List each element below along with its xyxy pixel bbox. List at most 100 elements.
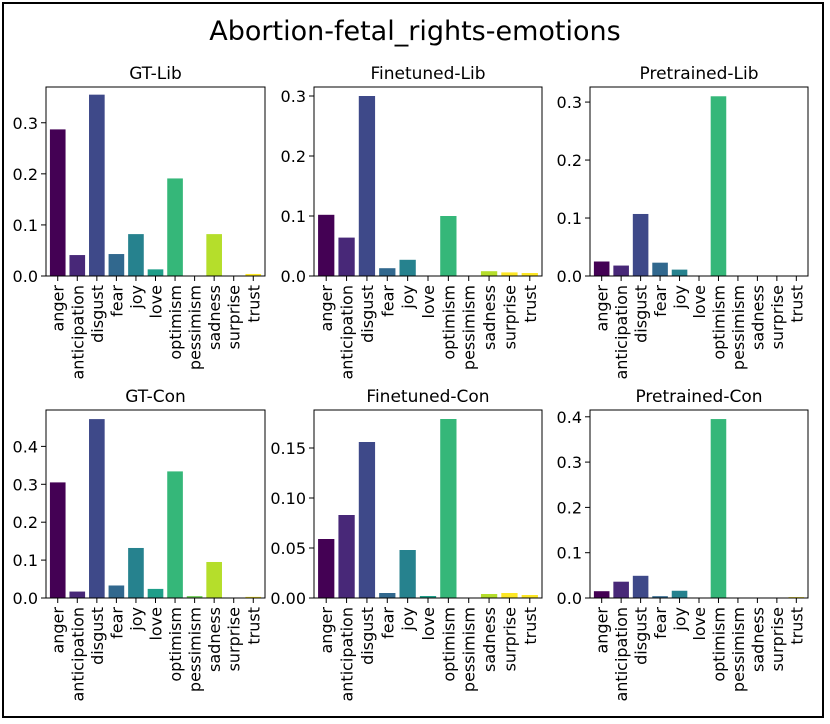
x-tick-label: trust	[521, 607, 540, 645]
panel-title: Pretrained-Lib	[640, 64, 759, 84]
y-tick-label: 0.1	[281, 207, 306, 226]
bar-disgust	[632, 213, 649, 276]
panel-title: Finetuned-Lib	[370, 64, 485, 84]
x-tick-label: optimism	[439, 285, 458, 360]
x-tick-label: joy	[127, 607, 146, 632]
panel-title: Finetuned-Con	[366, 387, 489, 407]
x-tick-label: trust	[787, 607, 806, 645]
x-tick-label: sadness	[480, 607, 499, 672]
bar-sadness	[480, 271, 498, 276]
bar-optimism	[710, 96, 727, 276]
x-tick-label: fear	[378, 285, 397, 317]
x-tick-label: pessimism	[460, 607, 479, 692]
x-tick-label: disgust	[358, 285, 377, 343]
bar-anticipation	[613, 581, 629, 598]
chart-panel-2: Finetuned-Lib 0.0 0.1 0.2 0.3 anger anticipati…	[281, 64, 543, 380]
bar-disgust	[632, 575, 649, 598]
chart-panel-5: Finetuned-Con 0.00 0.05 0.10 0.15 anger antici…	[270, 387, 543, 702]
x-tick-label: disgust	[632, 607, 651, 665]
y-tick-label: 0.0	[13, 267, 38, 286]
figure-title: Abortion-fetal_rights-emotions	[209, 16, 620, 47]
y-tick-label: 0.4	[13, 437, 38, 456]
bar-joy	[671, 590, 688, 598]
y-tick-label: 0.2	[557, 498, 582, 517]
axes-frame	[45, 409, 266, 599]
x-tick-label: disgust	[358, 607, 377, 665]
x-tick-label: optimism	[166, 285, 185, 360]
y-tick-label: 0.2	[13, 165, 38, 184]
x-tick-label: joy	[671, 607, 690, 632]
panel-title: GT-Con	[125, 387, 186, 407]
bar-trust	[245, 596, 262, 598]
axes-frame	[589, 409, 809, 599]
x-tick-label: anticipation	[338, 607, 357, 702]
axes-frame	[589, 86, 809, 277]
x-tick-label: trust	[521, 285, 540, 323]
x-tick-label: surprise	[768, 607, 787, 671]
y-tick-label: 0.1	[13, 551, 38, 570]
bar-optimism	[440, 216, 457, 276]
y-tick-label: 0.4	[557, 408, 582, 427]
figure-frame	[2, 2, 824, 718]
bar-disgust	[358, 442, 376, 598]
bar-trust	[521, 273, 538, 276]
bar-optimism	[440, 419, 457, 598]
x-tick-label: anger	[49, 285, 68, 332]
x-tick-label: anticipation	[68, 607, 87, 702]
panel-title: Pretrained-Con	[635, 387, 762, 407]
y-tick-label: 0.2	[13, 513, 38, 532]
bar-disgust	[89, 419, 105, 598]
x-tick-label: pessimism	[186, 607, 205, 692]
bar-optimism	[167, 471, 183, 598]
axes-frame	[313, 409, 543, 599]
y-tick-label: 0.1	[13, 216, 38, 235]
x-tick-label: anger	[49, 607, 68, 654]
bar-optimism	[710, 419, 727, 598]
x-tick-label: optimism	[709, 285, 728, 360]
x-tick-label: anger	[317, 285, 336, 332]
x-tick-label: love	[690, 285, 709, 319]
y-tick-label: 0.10	[270, 489, 306, 508]
x-tick-label: sadness	[480, 285, 499, 350]
x-tick-label: optimism	[709, 607, 728, 682]
bar-anger	[593, 591, 610, 598]
x-tick-label: love	[147, 607, 166, 641]
bar-anticipation	[338, 237, 355, 276]
bar-sadness	[480, 594, 498, 598]
axes-frame	[45, 86, 266, 277]
bar-optimism	[167, 178, 183, 276]
bar-surprise	[501, 272, 518, 276]
y-tick-label: 0.15	[270, 439, 306, 458]
x-tick-label: disgust	[88, 285, 107, 343]
x-tick-label: sadness	[205, 285, 224, 350]
y-tick-label: 0.1	[557, 544, 582, 563]
x-tick-label: pessimism	[186, 285, 205, 370]
panel-title: GT-Lib	[129, 64, 182, 84]
y-tick-label: 0.1	[557, 209, 582, 228]
bar-trust	[521, 595, 538, 598]
x-tick-label: anticipation	[612, 285, 631, 380]
bar-pessimism	[186, 596, 203, 598]
bar-anticipation	[69, 255, 86, 276]
bar-anger	[593, 261, 610, 276]
x-tick-label: fear	[378, 607, 397, 639]
y-tick-label: 0.2	[557, 151, 582, 170]
bar-fear	[108, 585, 125, 598]
x-tick-label: fear	[107, 285, 126, 317]
x-tick-label: joy	[671, 285, 690, 310]
x-tick-label: disgust	[88, 607, 107, 665]
y-tick-label: 0.0	[281, 267, 306, 286]
bar-anger	[49, 129, 66, 276]
x-tick-label: surprise	[225, 285, 244, 349]
bar-sadness	[206, 234, 222, 276]
bar-surprise	[501, 593, 518, 598]
x-tick-label: pessimism	[729, 607, 748, 692]
bar-fear	[379, 593, 396, 598]
bar-anticipation	[613, 265, 629, 276]
bar-disgust	[89, 94, 105, 276]
bar-joy	[399, 550, 416, 598]
x-tick-label: optimism	[439, 607, 458, 682]
x-tick-label: anticipation	[68, 285, 87, 380]
bar-anger	[49, 482, 66, 598]
